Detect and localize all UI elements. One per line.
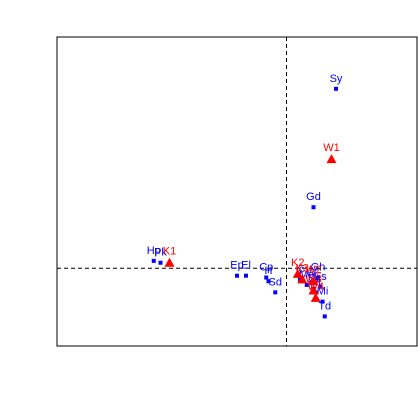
species-point-cp xyxy=(264,275,269,280)
species-point-gd xyxy=(311,205,316,210)
point-label: Ep xyxy=(230,260,243,272)
species-point-mi xyxy=(320,299,325,304)
point-label: Es xyxy=(314,271,327,283)
point-label: Td xyxy=(318,300,331,312)
site-point-w1 xyxy=(326,154,337,164)
species-point-ep xyxy=(235,273,239,278)
point-label: H xyxy=(265,265,273,277)
point-label: Hp xyxy=(147,245,161,257)
point-label: W xyxy=(306,267,317,279)
plot-frame xyxy=(56,36,418,347)
species-point-gh xyxy=(316,275,320,280)
species-point-pk xyxy=(158,260,163,265)
point-label: El xyxy=(241,260,251,272)
species-point-hp xyxy=(151,258,156,263)
site-point-w3 xyxy=(308,285,319,295)
site-point-k3 xyxy=(297,274,308,284)
point-label: Mi xyxy=(317,286,329,298)
point-label: Sy xyxy=(330,73,343,85)
point-label: K1 xyxy=(163,246,176,258)
point-label: W3 xyxy=(305,273,322,285)
species-point-sd xyxy=(273,290,278,295)
point-label: Cp xyxy=(259,262,273,274)
site-point-k2 xyxy=(292,268,303,278)
point-label: W2 xyxy=(305,264,322,276)
species-point-sy xyxy=(334,86,338,91)
point-label: Gh xyxy=(311,262,326,274)
point-label: Pk xyxy=(154,247,167,259)
site-point-w2 xyxy=(308,276,319,286)
species-point-es xyxy=(318,284,323,289)
point-label: W4 xyxy=(308,281,325,293)
point-label: Ic xyxy=(296,263,305,275)
chart-marks: SyGdHpPkEpElCpHSdIcGhMiTdMaCtWEsNtW1K1K2… xyxy=(147,73,343,319)
species-point-h xyxy=(266,279,271,284)
site-point-w4 xyxy=(310,292,321,302)
point-label: W1 xyxy=(323,142,340,154)
point-label: K3 xyxy=(296,262,309,274)
point-label: Gd xyxy=(306,191,321,203)
species-point-td xyxy=(322,314,327,319)
species-point-ma xyxy=(304,282,309,287)
point-label: K2 xyxy=(291,257,304,269)
site-point-k1 xyxy=(164,257,175,267)
species-point-el xyxy=(244,273,248,278)
point-label: Sd xyxy=(269,276,282,288)
